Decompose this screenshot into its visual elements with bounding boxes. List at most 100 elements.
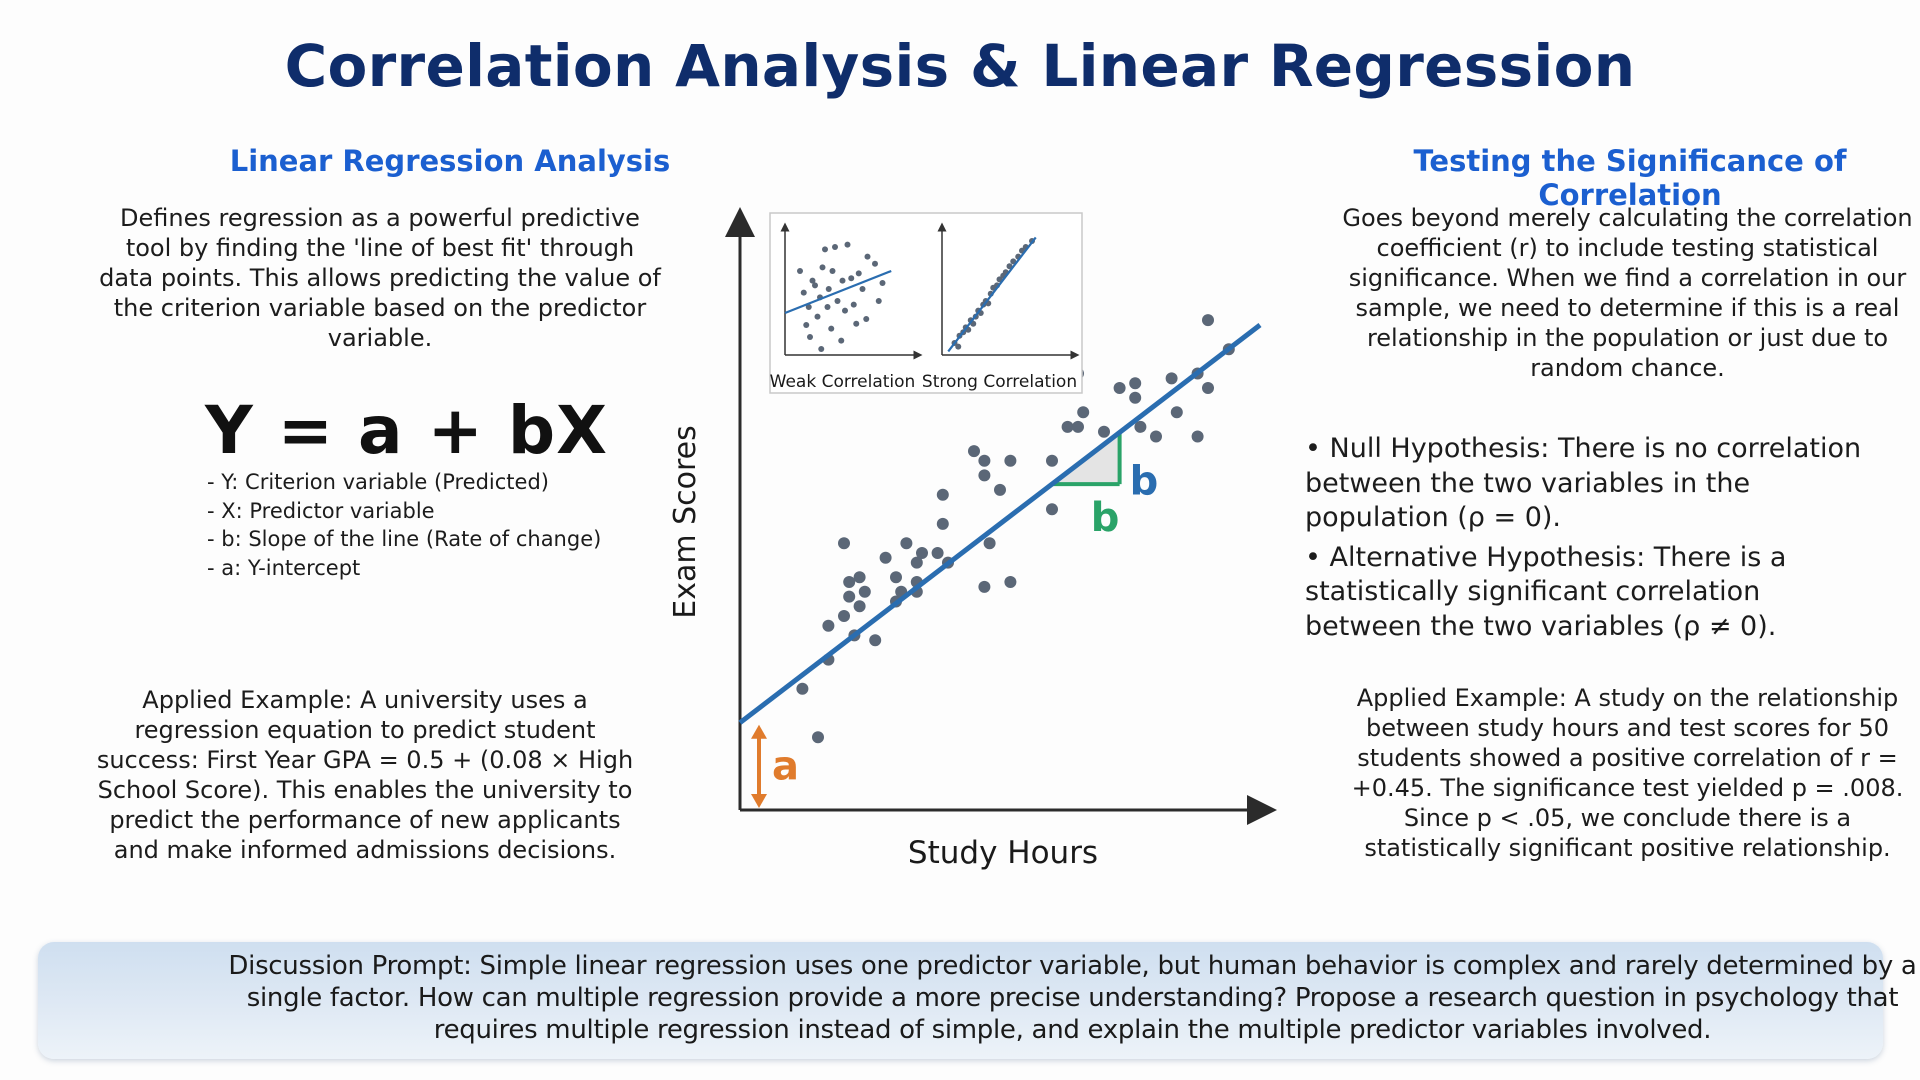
equation-term-list: - Y: Criterion variable (Predicted) - X:… <box>207 468 601 582</box>
data-point <box>994 483 1006 496</box>
weak-point <box>859 286 866 292</box>
data-point <box>1202 314 1214 327</box>
inset-frame <box>769 212 1083 394</box>
weak-point <box>853 320 860 327</box>
weak-point <box>872 260 878 267</box>
strong-correlation-plot: Strong Correlation <box>922 222 1080 392</box>
strong-point <box>1010 258 1017 265</box>
slope-rise-label: b <box>1130 458 1159 504</box>
data-point <box>1113 382 1126 395</box>
data-point <box>936 517 949 530</box>
weak-point <box>809 277 816 284</box>
data-point <box>1046 454 1058 467</box>
main-scatter-plot: Exam Scores Study Hours bb a <box>668 207 1277 871</box>
data-point <box>1061 420 1074 433</box>
data-point <box>1077 406 1090 419</box>
equation-term-x: - X: Predictor variable <box>207 498 435 523</box>
regression-line <box>738 323 1262 725</box>
equation-term-b: - b: Slope of the line (Rate of change) <box>207 527 602 551</box>
weak-point <box>819 264 826 271</box>
regression-equation: Y = a + bX <box>205 392 608 469</box>
data-point <box>931 546 944 559</box>
data-point <box>879 551 892 564</box>
weak-point <box>842 307 848 314</box>
data-point <box>1004 576 1017 589</box>
data-point <box>812 731 824 744</box>
weak-point <box>848 275 855 282</box>
correlation-inset: Weak Correlation Strong Correlation <box>769 212 1083 394</box>
weak-point <box>822 246 828 253</box>
weak-fit-line <box>784 269 892 315</box>
weak-point <box>818 346 825 352</box>
data-point <box>1134 420 1147 433</box>
strong-title: Strong Correlation <box>922 372 1077 392</box>
weak-point <box>838 337 845 344</box>
alternative-hypothesis: • Alternative Hypothesis: There is a sta… <box>1305 541 1787 642</box>
weak-point <box>879 280 886 286</box>
weak-point <box>839 277 846 284</box>
weak-correlation-plot: Weak Correlation <box>770 222 923 392</box>
data-point <box>869 634 882 647</box>
regression-applied-example: Applied Example: A university uses a reg… <box>96 686 634 864</box>
page-title: Correlation Analysis & Linear Regression <box>284 32 1636 100</box>
data-point <box>890 571 902 584</box>
data-point <box>843 590 856 603</box>
data-point <box>1191 430 1204 443</box>
null-hypothesis: • Null Hypothesis: There is no correlati… <box>1305 433 1862 533</box>
data-point <box>1202 382 1214 395</box>
weak-point <box>828 325 835 332</box>
weak-point <box>864 253 871 260</box>
data-point <box>1129 377 1142 390</box>
weak-point <box>807 334 813 340</box>
data-point <box>1046 503 1058 516</box>
data-point <box>1004 454 1017 467</box>
weak-title: Weak Correlation <box>770 372 916 392</box>
weak-point <box>834 298 841 304</box>
weak-point <box>814 313 821 320</box>
intercept-arrow-down <box>751 794 767 808</box>
data-point <box>900 537 913 550</box>
equation-term-y: - Y: Criterion variable (Predicted) <box>207 470 549 494</box>
data-point <box>968 445 980 458</box>
discussion-prompt-box <box>38 942 1883 1059</box>
data-point <box>1072 420 1084 433</box>
data-point <box>838 537 850 550</box>
strong-point <box>1006 263 1013 270</box>
data-point <box>853 571 866 584</box>
data-point <box>843 576 856 589</box>
weak-point <box>825 286 832 292</box>
significance-heading: Testing the Significance of Correlation <box>1413 144 1847 212</box>
weak-point <box>829 268 836 274</box>
weak-point <box>824 304 831 310</box>
data-point <box>853 600 866 613</box>
data-point <box>822 619 835 632</box>
discussion-prompt: Discussion Prompt: Simple linear regress… <box>228 951 1917 1045</box>
data-point <box>838 610 850 622</box>
data-point <box>978 469 991 482</box>
weak-point <box>875 298 882 304</box>
intercept-label: a <box>772 743 799 789</box>
linear-regression-heading: Linear Regression Analysis <box>229 144 671 178</box>
data-point <box>983 537 996 550</box>
weak-point <box>797 268 803 274</box>
weak-point <box>805 304 812 310</box>
weak-point <box>812 282 818 289</box>
strong-point <box>955 343 962 350</box>
data-point <box>1165 372 1178 385</box>
data-point <box>796 682 809 695</box>
data-point <box>910 556 923 569</box>
data-point <box>1098 425 1110 438</box>
significance-applied-example: Applied Example: A study on the relation… <box>1351 684 1904 862</box>
weak-point <box>803 322 810 328</box>
data-point <box>936 488 949 501</box>
data-point <box>858 585 871 598</box>
weak-point <box>850 301 857 308</box>
data-point <box>1150 430 1162 443</box>
weak-point <box>832 244 838 250</box>
weak-point <box>863 316 870 322</box>
x-axis-label: Study Hours <box>908 835 1098 871</box>
data-point <box>1129 391 1142 404</box>
weak-point <box>855 270 862 277</box>
